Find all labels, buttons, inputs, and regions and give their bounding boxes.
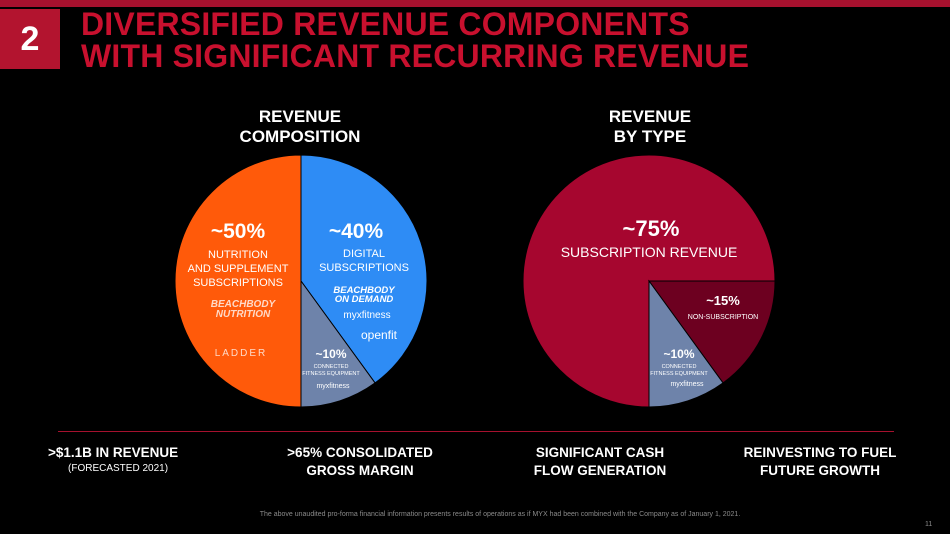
logo-beachbody-on-demand-line-2: ON DEMAND <box>335 294 394 305</box>
label-connected-percent: ~10% <box>315 347 346 361</box>
footnote: The above unaudited pro-forma financial … <box>259 511 741 518</box>
section-divider <box>58 431 894 432</box>
logo-beachbody-nutrition-line-2: NUTRITION <box>216 309 271 320</box>
pie-slice-digital <box>300 154 428 384</box>
logo-myx-fitness-digital: myxfitness <box>343 310 390 321</box>
label-digital-desc: DIGITAL <box>343 248 385 260</box>
label-connected-desc: CONNECTED <box>314 364 349 370</box>
logo-myx-fitness-equipment-2: myxfitness <box>670 381 704 388</box>
logo-beachbody-nutrition: BEACHBODY <box>211 299 277 310</box>
stat-revenue-headline: >$1.1B IN REVENUE <box>48 445 179 460</box>
stat-revenue: >$1.1B IN REVENUE (FORECASTED 2021) <box>48 444 208 475</box>
top-accent-bar <box>0 0 950 7</box>
pie-slice-connected-fitness <box>300 279 376 408</box>
logo-openfit: openfit <box>361 328 398 342</box>
chart-2-title-line-1: REVENUE <box>608 107 692 126</box>
page-number: 11 <box>925 521 933 528</box>
label-connected-desc: FITNESS EQUIPMENT <box>302 371 360 377</box>
slide-title-line-2: WITH SIGNIFICANT RECURRING REVENUE <box>81 38 750 74</box>
stat-reinvesting-line-2: FUTURE GROWTH <box>760 463 880 478</box>
label-nutrition-percent: ~50% <box>211 220 266 243</box>
section-number-badge: 2 <box>0 9 60 69</box>
stat-gross-margin-line-1: >65% CONSOLIDATED <box>287 445 433 460</box>
slide-title-line-1: DIVERSIFIED REVENUE COMPONENTS <box>81 6 690 42</box>
chart-1-title-line-1: REVENUE <box>258 107 342 126</box>
pie-slice-subscription <box>522 154 776 408</box>
stat-revenue-note: (FORECASTED 2021) <box>68 463 169 474</box>
revenue-by-type-title: REVENUE BY TYPE <box>550 107 750 147</box>
logo-ladder: LADDER <box>215 348 268 359</box>
stat-gross-margin: >65% CONSOLIDATED GROSS MARGIN <box>270 444 450 480</box>
label-digital-desc: SUBSCRIPTIONS <box>319 262 409 274</box>
label-nutrition-desc: AND SUPPLEMENT <box>188 263 289 275</box>
stat-gross-margin-line-2: GROSS MARGIN <box>306 463 414 478</box>
stat-reinvesting-line-1: REINVESTING TO FUEL <box>743 445 897 460</box>
label-connected-2-desc: CONNECTED <box>662 364 697 370</box>
logo-beachbody-on-demand: BEACHBODY <box>333 285 396 296</box>
label-non-subscription-desc: NON-SUBSCRIPTION <box>688 314 758 321</box>
pie-slice-non-subscription <box>648 280 776 384</box>
label-connected-2-percent: ~10% <box>663 347 694 361</box>
pie-slice-nutrition <box>174 154 302 408</box>
stat-reinvesting: REINVESTING TO FUEL FUTURE GROWTH <box>730 444 910 480</box>
chart-1-title-line-2: COMPOSITION <box>239 127 361 146</box>
stat-cash-flow-line-2: FLOW GENERATION <box>533 463 667 478</box>
logo-myx-fitness-equipment: myxfitness <box>316 383 350 390</box>
stat-cash-flow-line-1: SIGNIFICANT CASH <box>535 445 665 460</box>
stat-cash-flow: SIGNIFICANT CASH FLOW GENERATION <box>510 444 690 480</box>
label-nutrition-desc: SUBSCRIPTIONS <box>193 277 283 289</box>
label-subscription-percent: ~75% <box>623 216 680 241</box>
slide-title: DIVERSIFIED REVENUE COMPONENTS WITH SIGN… <box>81 8 941 72</box>
revenue-composition-title: REVENUE COMPOSITION <box>200 107 400 147</box>
label-nutrition-desc: NUTRITION <box>208 249 268 261</box>
label-subscription-desc: SUBSCRIPTION REVENUE <box>561 244 738 260</box>
label-digital-percent: ~40% <box>329 220 384 243</box>
chart-2-title-line-2: BY TYPE <box>613 127 687 146</box>
pie-slice-connected-fitness-2 <box>648 279 724 408</box>
label-non-subscription-percent: ~15% <box>706 293 740 308</box>
label-connected-2-desc: FITNESS EQUIPMENT <box>650 371 708 377</box>
